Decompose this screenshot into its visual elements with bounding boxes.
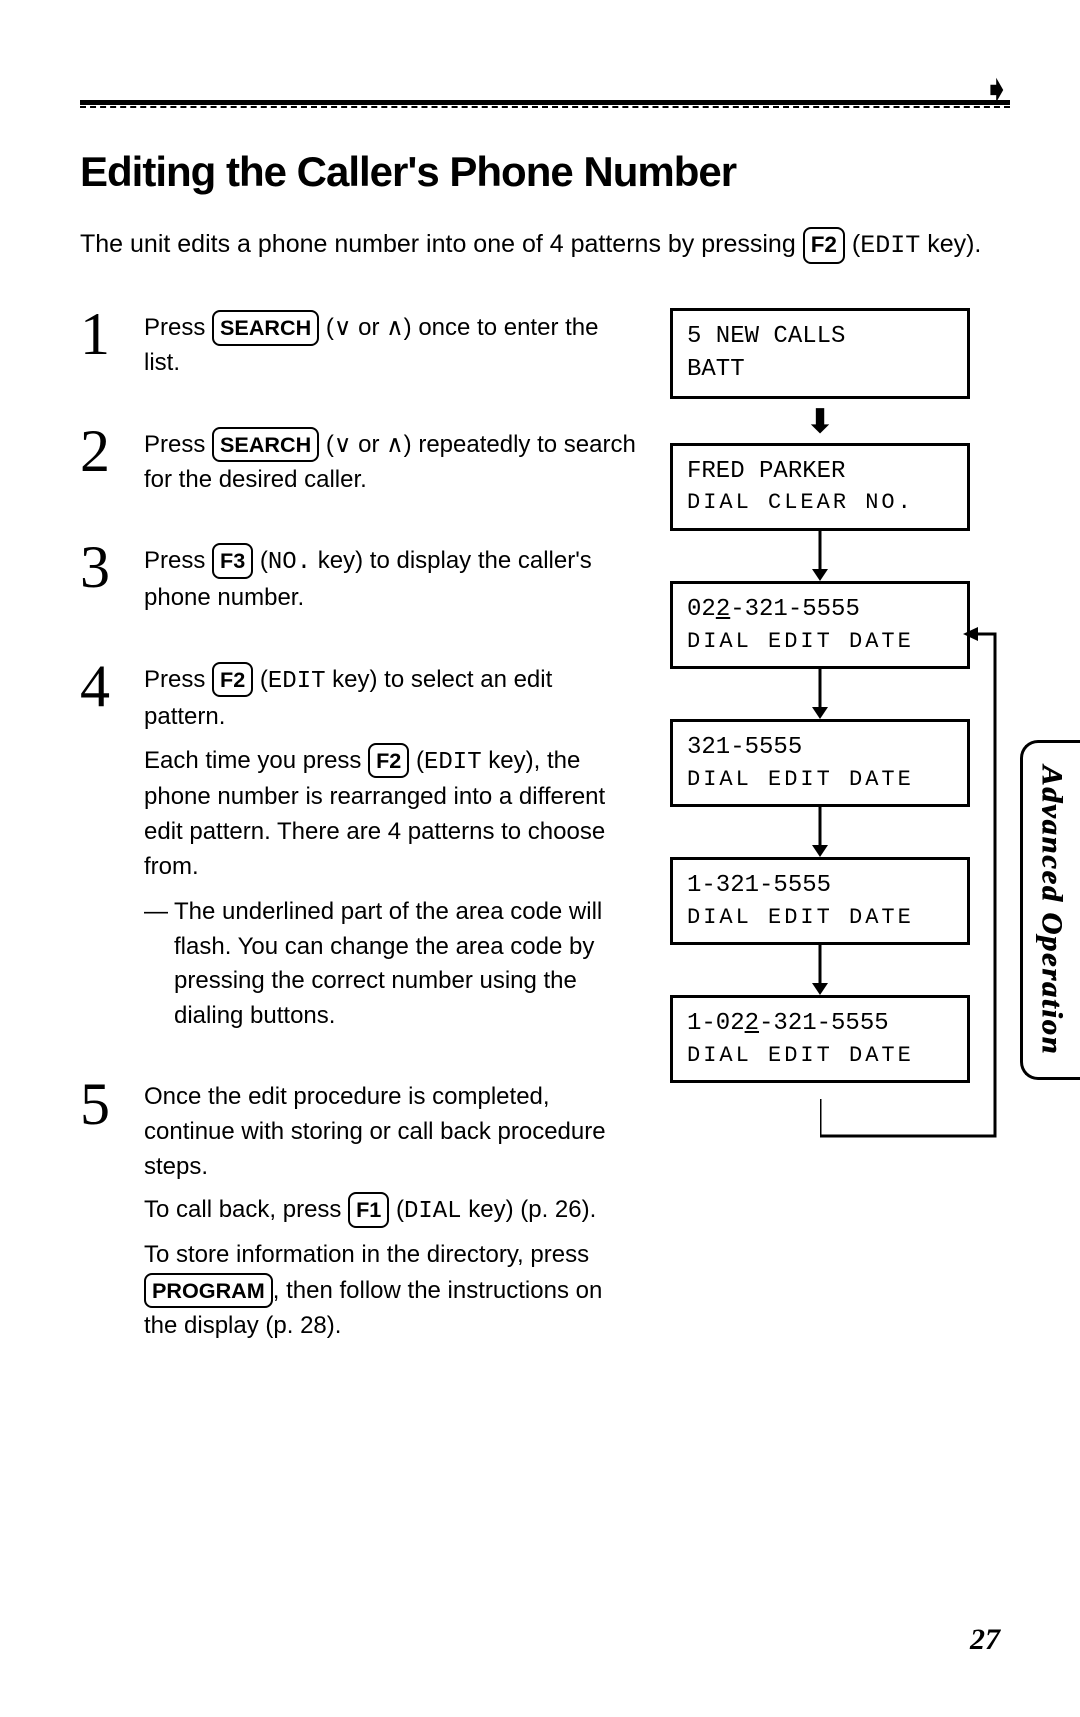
step-number: 2 [80, 421, 130, 481]
step-number: 5 [80, 1074, 130, 1134]
search-key: SEARCH [212, 427, 319, 462]
step-2: 2 Press SEARCH (∨ or ∧) repeatedly to se… [80, 421, 640, 498]
step-body: Press F3 (NO. key) to display the caller… [144, 537, 640, 616]
page-number: 27 [970, 1623, 1000, 1657]
down-arrow-icon: ⬇ [670, 399, 970, 443]
page-title: Editing the Caller's Phone Number [80, 148, 1010, 196]
continue-arrow-icon: ➧ [983, 70, 1010, 108]
loop-connector [820, 604, 1020, 1144]
step-body: Press SEARCH (∨ or ∧) repeatedly to sear… [144, 421, 640, 498]
f3-key: F3 [212, 543, 253, 578]
step-1: 1 Press SEARCH (∨ or ∧) once to enter th… [80, 304, 640, 381]
f2-key: F2 [368, 743, 409, 778]
step-number: 3 [80, 537, 130, 597]
section-tab: Advanced Operation [1020, 740, 1080, 1080]
display-box-1: 5 NEW CALLS BATT [670, 308, 970, 399]
step-3: 3 Press F3 (NO. key) to display the call… [80, 537, 640, 616]
step-body: Press SEARCH (∨ or ∧) once to enter the … [144, 304, 640, 381]
top-divider [80, 100, 1010, 108]
steps-column: 1 Press SEARCH (∨ or ∧) once to enter th… [80, 304, 640, 1383]
f2-key: F2 [212, 662, 253, 697]
display-box-2: FRED PARKER DIAL CLEAR NO. [670, 443, 970, 531]
f1-key: F1 [348, 1192, 389, 1227]
step-number: 4 [80, 656, 130, 716]
search-key: SEARCH [212, 310, 319, 345]
program-key: PROGRAM [144, 1273, 273, 1308]
intro-text: The unit edits a phone number into one o… [80, 226, 1010, 264]
step-body: Press F2 (EDIT key) to select an edit pa… [144, 656, 640, 1034]
step-4: 4 Press F2 (EDIT key) to select an edit … [80, 656, 640, 1034]
f2-key: F2 [803, 227, 845, 264]
down-arrow-icon [670, 531, 970, 581]
step-body: Once the edit procedure is completed, co… [144, 1074, 640, 1344]
step-5: 5 Once the edit procedure is completed, … [80, 1074, 640, 1344]
flow-diagram: 5 NEW CALLS BATT ⬇ FRED PARKER DIAL CLEA… [670, 304, 1010, 1383]
step-number: 1 [80, 304, 130, 364]
